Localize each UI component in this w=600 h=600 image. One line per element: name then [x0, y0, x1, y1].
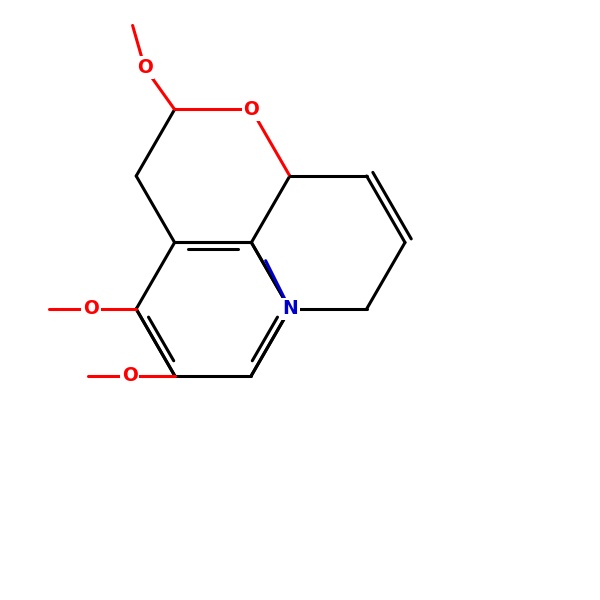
Text: O: O — [244, 100, 259, 119]
Text: O: O — [122, 366, 137, 385]
Text: N: N — [282, 299, 298, 319]
Text: O: O — [83, 299, 99, 319]
Text: O: O — [137, 58, 152, 77]
